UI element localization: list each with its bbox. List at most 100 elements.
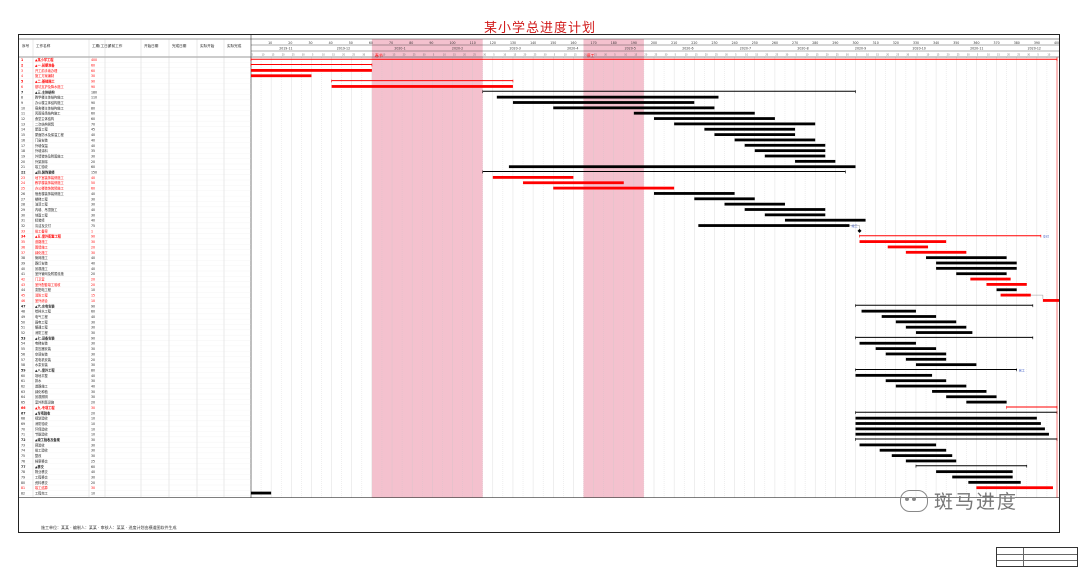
month-label: 2020-2 [452,47,463,51]
day-tick-label: 400 [1054,41,1059,45]
task-id: 6 [21,85,23,89]
task-name: 绿化种植 [35,389,49,394]
sub-tick-label: 30 [362,54,365,57]
task-id: 60 [21,374,25,378]
task-name: ▲专项验收 [35,410,51,415]
month-label: 2020-1 [394,47,405,51]
sub-tick-label: 30 [785,54,788,57]
task-bar [724,202,785,206]
task-name: 工程移交 [35,474,49,479]
day-tick-label: 140 [530,41,536,45]
task-id: 79 [21,475,25,479]
sub-tick-label: 5 [372,54,374,57]
task-name: 道路施工 [35,239,49,244]
task-duration: 60 [91,112,95,116]
task-name: 室外管网及附属设施 [35,271,64,276]
day-tick-label: 220 [691,41,697,45]
task-bar [704,127,796,131]
task-id: 48 [21,310,25,314]
sub-tick-label: 5 [675,54,677,57]
sub-tick-label: 10 [322,54,325,57]
task-duration: 400 [91,58,97,62]
sub-tick-label: 10 [987,54,990,57]
task-name: 变配电工程 [35,287,52,292]
task-name: 消防工程 [35,330,49,335]
task-duration: 40 [91,219,95,223]
task-id: 56 [21,352,25,356]
task-bar [926,256,1007,260]
task-duration: 40 [91,261,95,265]
task-bar [512,101,695,104]
month-label: 2020-4 [567,47,578,51]
task-bar [764,154,826,158]
task-bar [251,74,312,78]
task-id: 59 [21,368,26,372]
task-bar [915,331,973,334]
task-bar [744,143,826,147]
task-duration: 30 [91,363,95,367]
task-name: 楼梯工程 [35,196,49,201]
task-bar [855,416,1037,420]
task-id: 34 [21,235,26,239]
task-bar [881,315,937,318]
sub-tick-label: 5 [433,54,435,57]
task-id: 1 [21,58,23,62]
day-tick-label: 300 [853,41,859,45]
sub-tick-label: 5 [493,54,495,57]
task-bar [905,357,947,361]
task-duration: 20 [91,283,95,287]
sub-tick-label: 5 [1037,54,1039,57]
task-name: 内墙、吊顶施工 [35,207,58,212]
task-duration: 60 [91,310,95,314]
task-bar [1000,293,1031,297]
task-id: 3 [21,69,23,73]
day-tick-label: 390 [1034,41,1040,45]
task-bar [331,85,513,88]
task-duration: 10 [91,422,95,426]
milestone-label: 交付 [1043,234,1049,239]
task-id: 74 [21,449,25,453]
month-label: 2020-12 [1028,47,1041,51]
task-duration: 35 [91,149,95,153]
day-tick-label: 50 [349,41,353,45]
task-bar [956,272,1007,276]
task-name: 预验收 [35,442,45,447]
task-id: 20 [21,160,25,164]
task-bar [744,208,826,211]
shaded-period [371,39,483,498]
task-name: 水泵安装 [35,362,49,367]
task-id: 4 [21,74,23,78]
task-id: 18 [21,149,25,153]
sub-tick-label: 10 [927,54,930,57]
task-name: 竣工验收 [35,164,49,169]
milestone-marker [857,228,862,233]
sub-tick-label: 25 [352,54,355,57]
task-name: 绿化施工 [35,250,49,255]
day-tick-label: 360 [973,41,979,45]
sub-tick-label: 25 [775,54,778,57]
task-id: 80 [21,481,25,485]
task-id: 29 [21,208,25,212]
task-name: ▲九.专项工程 [35,405,55,410]
task-id: 50 [21,320,25,324]
column-header: 紧前工作 [108,43,123,48]
task-bar [895,384,967,388]
day-tick-label: 80 [409,41,413,45]
task-duration: 90 [91,85,95,89]
day-tick-label: 70 [389,41,393,45]
task-bar [905,325,967,329]
task-duration: 30 [91,390,95,394]
task-id: 76 [21,459,25,463]
sub-tick-label: 15 [997,54,1000,57]
task-name: 办公楼装饰装修施工 [35,186,64,191]
task-id: 62 [21,385,25,389]
task-id: 77 [21,465,25,469]
day-tick-label: 100 [450,41,456,45]
task-bar [966,400,1007,404]
day-tick-label: 130 [510,41,516,45]
task-name: 外墙装饰及附属施工 [35,153,64,158]
sub-tick-label: 20 [705,54,708,57]
day-tick-label: 240 [732,41,738,45]
day-tick-label: 10 [268,41,272,45]
sub-tick-label: 20 [282,54,285,57]
